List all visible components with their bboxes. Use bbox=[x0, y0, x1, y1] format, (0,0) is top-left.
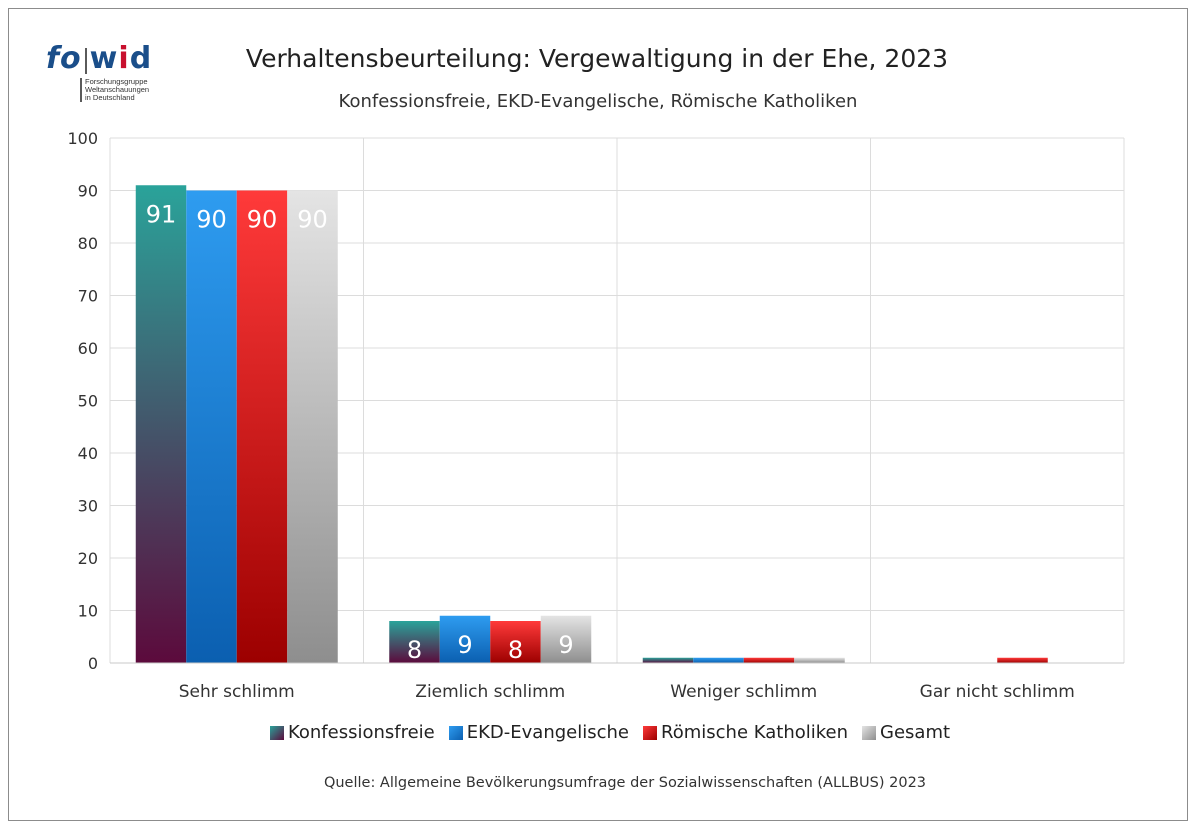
data-label: 8 bbox=[508, 636, 523, 664]
data-label: 90 bbox=[196, 206, 227, 234]
legend-swatch bbox=[448, 725, 463, 740]
data-label: 90 bbox=[247, 206, 278, 234]
legend-swatch bbox=[269, 725, 284, 740]
y-tick-label: 20 bbox=[78, 549, 98, 568]
data-label: 9 bbox=[558, 631, 573, 659]
bar bbox=[287, 190, 338, 663]
logo-d: d bbox=[129, 41, 153, 76]
legend-item: Römische Katholiken bbox=[643, 722, 848, 743]
data-label: 9 bbox=[457, 631, 472, 659]
logo-fo: fo bbox=[46, 41, 82, 76]
chart-title: Verhaltensbeurteilung: Vergewaltigung in… bbox=[245, 44, 949, 73]
bar bbox=[997, 657, 1048, 663]
bar bbox=[236, 190, 288, 663]
y-tick-label: 10 bbox=[78, 602, 98, 621]
logo-i: i bbox=[118, 41, 130, 76]
y-tick-label: 80 bbox=[78, 234, 98, 253]
legend-swatch bbox=[862, 725, 877, 740]
legend-label: EKD-Evangelische bbox=[466, 722, 630, 743]
x-category-label: Sehr schlimm bbox=[179, 682, 295, 702]
bar bbox=[490, 621, 541, 663]
chart-legend: Konfessionsfreie EKD-Evangelische Römische… bbox=[0, 722, 1200, 743]
logo-tagline-line: Weltanschauungen bbox=[85, 85, 150, 94]
legend-swatch bbox=[643, 725, 658, 740]
bar bbox=[794, 657, 845, 663]
y-tick-label: 0 bbox=[88, 654, 98, 673]
bar bbox=[540, 615, 592, 663]
logo-tagline-line: in Deutschland bbox=[85, 93, 135, 102]
y-tick-label: 100 bbox=[67, 129, 98, 148]
legend-label: Römische Katholiken bbox=[661, 722, 849, 743]
data-label: 8 bbox=[407, 636, 422, 664]
y-tick-label: 90 bbox=[78, 182, 98, 201]
bar bbox=[135, 185, 187, 663]
logo-tagline: Forschungsgruppe Weltanschauungen in Deu… bbox=[80, 78, 149, 102]
bar bbox=[439, 615, 491, 663]
bar bbox=[186, 190, 237, 663]
y-tick-label: 70 bbox=[78, 287, 98, 306]
legend-item: EKD-Evangelische bbox=[448, 722, 630, 743]
x-category-label: Gar nicht schlimm bbox=[920, 682, 1075, 702]
y-tick-label: 40 bbox=[78, 444, 98, 463]
x-category-label: Weniger schlimm bbox=[670, 682, 817, 702]
data-label: 91 bbox=[146, 200, 177, 228]
chart-subtitle: Konfessionsfreie, EKD-Evangelische, Römi… bbox=[338, 91, 858, 112]
legend-label: Konfessionsfreie bbox=[287, 722, 435, 743]
legend-label: Gesamt bbox=[880, 722, 951, 743]
y-tick-label: 50 bbox=[78, 392, 98, 411]
bar bbox=[642, 657, 694, 663]
bar bbox=[693, 657, 744, 663]
logo-tagline-line: Forschungsgruppe bbox=[85, 77, 148, 86]
data-label: 90 bbox=[297, 206, 328, 234]
legend-item: Konfessionsfreie bbox=[269, 722, 435, 743]
y-tick-label: 60 bbox=[78, 339, 98, 358]
source-note: Quelle: Allgemeine Bevölkerungsumfrage d… bbox=[323, 775, 927, 791]
legend-item: Gesamt bbox=[862, 722, 950, 743]
logo-w: w bbox=[89, 41, 119, 76]
x-category-label: Ziemlich schlimm bbox=[415, 682, 565, 702]
bar bbox=[743, 657, 795, 663]
y-tick-label: 30 bbox=[78, 497, 98, 516]
bar bbox=[389, 621, 440, 663]
logo-divider bbox=[84, 48, 87, 74]
